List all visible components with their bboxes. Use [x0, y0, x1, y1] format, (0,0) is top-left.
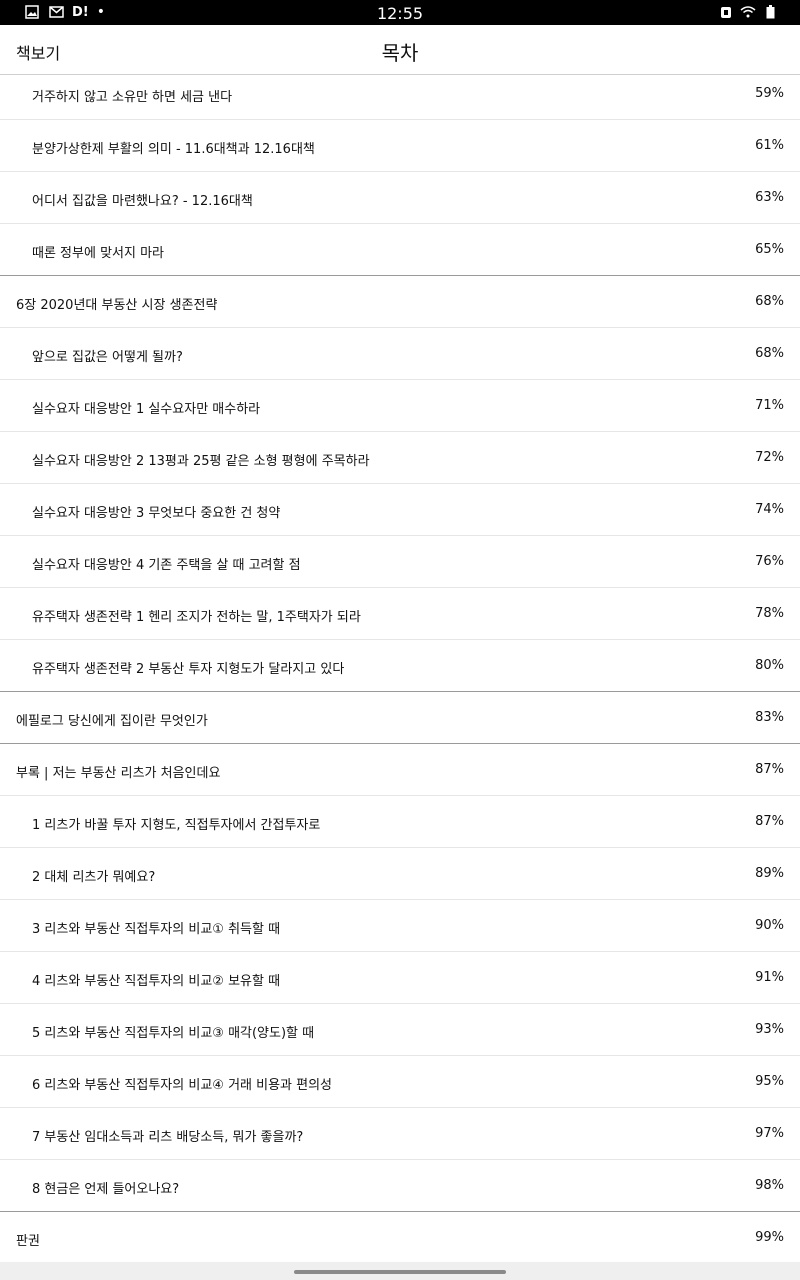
- toc-item-title: 6장 2020년대 부동산 시장 생존전략: [16, 298, 218, 313]
- toc-item[interactable]: 판권 99%: [0, 1212, 800, 1264]
- toc-item-title: 앞으로 집값은 어떻게 될까?: [32, 350, 183, 365]
- back-to-book-button[interactable]: 책보기: [16, 44, 61, 63]
- toc-item-percent: 83%: [755, 710, 784, 725]
- status-left: D! •: [24, 4, 105, 20]
- toc-item-title: 어디서 집값을 마련했나요? - 12.16대책: [32, 194, 253, 209]
- toc-item-percent: 76%: [755, 554, 784, 569]
- toc-item[interactable]: 8 현금은 언제 들어오나요? 98%: [0, 1160, 800, 1212]
- toc-item-percent: 68%: [755, 294, 784, 309]
- toc-item-title: 6 리츠와 부동산 직접투자의 비교④ 거래 비용과 편의성: [32, 1078, 333, 1093]
- toc-item[interactable]: 6 리츠와 부동산 직접투자의 비교④ 거래 비용과 편의성 95%: [0, 1056, 800, 1108]
- toc-item[interactable]: 에필로그 당신에게 집이란 무엇인가 83%: [0, 692, 800, 744]
- toc-item-title: 에필로그 당신에게 집이란 무엇인가: [16, 714, 208, 729]
- toc-item-title: 2 대체 리츠가 뭐예요?: [32, 870, 156, 885]
- toc-item-percent: 98%: [755, 1178, 784, 1193]
- toc-item[interactable]: 부록 | 저는 부동산 리츠가 처음인데요 87%: [0, 744, 800, 796]
- toc-item-title: 3 리츠와 부동산 직접투자의 비교① 취득할 때: [32, 922, 281, 937]
- toc-item[interactable]: 유주택자 생존전략 2 부동산 투자 지형도가 달라지고 있다 80%: [0, 640, 800, 692]
- alarm-icon: [718, 4, 734, 20]
- status-app-text: D!: [72, 4, 89, 20]
- toc-item-percent: 63%: [755, 190, 784, 205]
- home-gesture-handle[interactable]: [294, 1270, 506, 1274]
- toc-item-percent: 74%: [755, 502, 784, 517]
- toc-item[interactable]: 6장 2020년대 부동산 시장 생존전략 68%: [0, 276, 800, 328]
- status-right: [718, 4, 778, 20]
- toc-item-title: 실수요자 대응방안 2 13평과 25평 같은 소형 평형에 주목하라: [32, 454, 370, 469]
- toc-item-percent: 78%: [755, 606, 784, 621]
- toc-item[interactable]: 1 리츠가 바꿀 투자 지형도, 직접투자에서 간접투자로 87%: [0, 796, 800, 848]
- battery-icon: [762, 4, 778, 20]
- toc-item-title: 1 리츠가 바꿀 투자 지형도, 직접투자에서 간접투자로: [32, 818, 321, 833]
- toc-item[interactable]: 실수요자 대응방안 2 13평과 25평 같은 소형 평형에 주목하라 72%: [0, 432, 800, 484]
- toc-item-title: 유주택자 생존전략 2 부동산 투자 지형도가 달라지고 있다: [32, 662, 345, 677]
- toc-item-title: 부록 | 저는 부동산 리츠가 처음인데요: [16, 766, 221, 781]
- toc-item[interactable]: 7 부동산 임대소득과 리츠 배당소득, 뭐가 좋을까? 97%: [0, 1108, 800, 1160]
- toc-item[interactable]: 실수요자 대응방안 3 무엇보다 중요한 건 청약 74%: [0, 484, 800, 536]
- toc-item[interactable]: 어디서 집값을 마련했나요? - 12.16대책 63%: [0, 172, 800, 224]
- toc-item-title: 유주택자 생존전략 1 헨리 조지가 전하는 말, 1주택자가 되라: [32, 610, 361, 625]
- toc-item-percent: 97%: [755, 1126, 784, 1141]
- toc-item-percent: 87%: [755, 814, 784, 829]
- toc-item-title: 분양가상한제 부활의 의미 - 11.6대책과 12.16대책: [32, 142, 315, 157]
- toc-item-percent: 87%: [755, 762, 784, 777]
- app-header: 책보기 목차: [0, 25, 800, 75]
- toc-item-title: 실수요자 대응방안 1 실수요자만 매수하라: [32, 402, 261, 417]
- toc-item-title: 4 리츠와 부동산 직접투자의 비교② 보유할 때: [32, 974, 281, 989]
- toc-item-percent: 68%: [755, 346, 784, 361]
- mail-icon: [48, 4, 64, 20]
- toc-item[interactable]: 2 대체 리츠가 뭐예요? 89%: [0, 848, 800, 900]
- toc-item-percent: 72%: [755, 450, 784, 465]
- toc-item-title: 판권: [16, 1234, 40, 1249]
- toc-item[interactable]: 실수요자 대응방안 1 실수요자만 매수하라 71%: [0, 380, 800, 432]
- toc-item-title: 7 부동산 임대소득과 리츠 배당소득, 뭐가 좋을까?: [32, 1130, 304, 1145]
- status-time: 12:55: [376, 4, 424, 23]
- toc-item-percent: 80%: [755, 658, 784, 673]
- toc-item-percent: 71%: [755, 398, 784, 413]
- toc-item-percent: 93%: [755, 1022, 784, 1037]
- toc-item-title: 5 리츠와 부동산 직접투자의 비교③ 매각(양도)할 때: [32, 1026, 315, 1041]
- toc-item[interactable]: 유주택자 생존전략 1 헨리 조지가 전하는 말, 1주택자가 되라 78%: [0, 588, 800, 640]
- toc-item[interactable]: 실수요자 대응방안 4 기존 주택을 살 때 고려할 점 76%: [0, 536, 800, 588]
- notification-dot: •: [96, 4, 105, 20]
- toc-item-title: 8 현금은 언제 들어오나요?: [32, 1182, 180, 1197]
- toc-item-percent: 89%: [755, 866, 784, 881]
- status-bar: D! • 12:55: [0, 0, 800, 25]
- image-icon: [24, 4, 40, 20]
- toc-item[interactable]: 앞으로 집값은 어떻게 될까? 68%: [0, 328, 800, 380]
- toc-item-percent: 95%: [755, 1074, 784, 1089]
- toc-item-percent: 59%: [755, 86, 784, 101]
- toc-item[interactable]: 4 리츠와 부동산 직접투자의 비교② 보유할 때 91%: [0, 952, 800, 1004]
- toc-item[interactable]: 분양가상한제 부활의 의미 - 11.6대책과 12.16대책 61%: [0, 120, 800, 172]
- toc-item[interactable]: 3 리츠와 부동산 직접투자의 비교① 취득할 때 90%: [0, 900, 800, 952]
- toc-item-percent: 91%: [755, 970, 784, 985]
- toc-item[interactable]: 5 리츠와 부동산 직접투자의 비교③ 매각(양도)할 때 93%: [0, 1004, 800, 1056]
- toc-list: 거주하지 않고 소유만 하면 세금 낸다 59% 분양가상한제 부활의 의미 - 1…: [0, 68, 800, 1264]
- wifi-icon: [740, 4, 756, 20]
- toc-item-title: 거주하지 않고 소유만 하면 세금 낸다: [32, 90, 233, 105]
- toc-item-title: 실수요자 대응방안 3 무엇보다 중요한 건 청약: [32, 506, 281, 521]
- toc-item-title: 실수요자 대응방안 4 기존 주택을 살 때 고려할 점: [32, 558, 301, 573]
- toc-item[interactable]: 때론 정부에 맞서지 마라 65%: [0, 224, 800, 276]
- toc-item-percent: 65%: [755, 242, 784, 257]
- toc-item-percent: 90%: [755, 918, 784, 933]
- navigation-bar: [0, 1262, 800, 1280]
- page-title: 목차: [381, 41, 419, 65]
- toc-item-percent: 61%: [755, 138, 784, 153]
- toc-item-percent: 99%: [755, 1230, 784, 1245]
- toc-item[interactable]: 거주하지 않고 소유만 하면 세금 낸다 59%: [0, 68, 800, 120]
- toc-item-title: 때론 정부에 맞서지 마라: [32, 246, 164, 261]
